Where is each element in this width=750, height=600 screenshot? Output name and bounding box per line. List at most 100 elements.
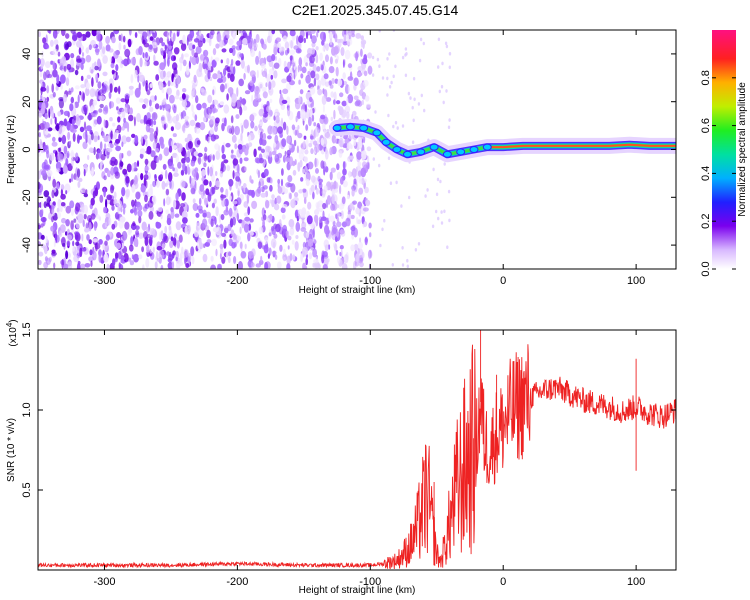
noise-blob: [87, 155, 90, 160]
noise-blob: [116, 106, 119, 111]
noise-blob: [249, 231, 254, 236]
noise-blob: [172, 167, 175, 172]
noise-blob: [273, 203, 280, 211]
noise-blob: [65, 205, 72, 214]
noise-blob: [167, 51, 173, 56]
noise-blob: [307, 201, 312, 210]
noise-blob: [321, 189, 327, 196]
noise-blob: [43, 201, 47, 209]
noise-blob: [296, 145, 299, 154]
noise-blob: [262, 91, 268, 99]
noise-blob: [125, 136, 131, 143]
noise-blob: [149, 245, 153, 254]
noise-blob: [55, 183, 60, 190]
noise-blob: [163, 123, 167, 130]
noise-blob: [161, 180, 166, 190]
noise-blob: [269, 98, 273, 103]
noise-blob: [122, 35, 126, 43]
noise-blob: [303, 135, 307, 140]
noise-blob: [249, 114, 255, 122]
noise-blob: [199, 184, 205, 192]
noise-blob: [195, 212, 200, 218]
noise-blob: [329, 171, 333, 181]
noise-blob: [230, 229, 235, 237]
noise-blob: [417, 242, 421, 246]
noise-blob: [94, 61, 97, 67]
noise-blob: [229, 47, 234, 54]
noise-blob: [124, 221, 130, 230]
noise-blob: [70, 149, 75, 159]
noise-blob: [322, 202, 327, 210]
noise-blob: [193, 52, 198, 58]
noise-blob: [88, 44, 92, 51]
noise-blob: [328, 80, 333, 86]
noise-blob: [346, 142, 352, 150]
noise-blob: [187, 133, 192, 139]
noise-blob: [75, 241, 80, 246]
noise-blob: [249, 218, 254, 223]
noise-blob: [109, 117, 113, 122]
noise-blob: [81, 233, 84, 242]
noise-blob: [103, 253, 109, 263]
noise-blob: [317, 200, 324, 208]
noise-blob: [278, 45, 282, 53]
noise-blob: [172, 115, 178, 124]
noise-blob: [394, 64, 397, 69]
noise-blob: [191, 104, 194, 112]
noise-blob: [144, 158, 149, 166]
noise-blob: [212, 48, 217, 56]
noise-blob: [144, 194, 148, 203]
noise-blob: [334, 33, 338, 43]
noise-blob: [41, 209, 44, 214]
noise-blob: [44, 113, 48, 120]
noise-blob: [290, 221, 294, 230]
noise-blob: [169, 180, 172, 189]
noise-blob: [113, 50, 119, 60]
noise-blob: [81, 247, 87, 252]
noise-blob: [57, 111, 62, 117]
noise-blob: [282, 155, 286, 163]
noise-blob: [183, 115, 190, 120]
noise-blob: [401, 124, 405, 128]
noise-blob: [285, 157, 290, 163]
y-axis-label: SNR (10 * v/v): [6, 418, 17, 482]
noise-blob: [151, 112, 158, 121]
noise-blob: [38, 57, 41, 66]
noise-blob: [85, 87, 90, 97]
noise-blob: [75, 152, 79, 161]
noise-blob: [167, 80, 171, 87]
noise-blob: [150, 160, 157, 171]
noise-blob: [333, 109, 336, 120]
noise-blob: [207, 136, 210, 144]
noise-blob: [412, 118, 415, 123]
noise-blob: [362, 161, 367, 169]
noise-blob: [107, 147, 113, 153]
noise-blob: [270, 34, 273, 42]
noise-blob: [105, 35, 110, 45]
noise-blob: [404, 53, 407, 57]
noise-blob: [134, 87, 141, 98]
ridge-knot: [392, 146, 402, 153]
noise-blob: [262, 219, 265, 229]
noise-blob: [265, 217, 270, 222]
noise-blob: [239, 106, 243, 116]
noise-blob: [128, 85, 134, 90]
noise-blob: [87, 134, 91, 144]
noise-blob: [72, 132, 76, 142]
noise-blob: [244, 90, 251, 95]
noise-blob: [335, 100, 341, 105]
noise-blob: [99, 194, 104, 203]
noise-blob: [208, 113, 211, 120]
noise-blob: [435, 209, 438, 214]
noise-blob: [111, 223, 116, 230]
noise-blob: [195, 46, 202, 55]
noise-blob: [341, 100, 347, 107]
noise-blob: [355, 32, 362, 39]
noise-blob: [182, 217, 188, 224]
noise-blob: [298, 57, 303, 67]
y-tick-label: -40: [21, 237, 33, 253]
ridge-knot: [372, 129, 382, 137]
noise-blob: [391, 263, 394, 267]
noise-blob: [305, 179, 310, 187]
noise-blob: [121, 59, 128, 65]
